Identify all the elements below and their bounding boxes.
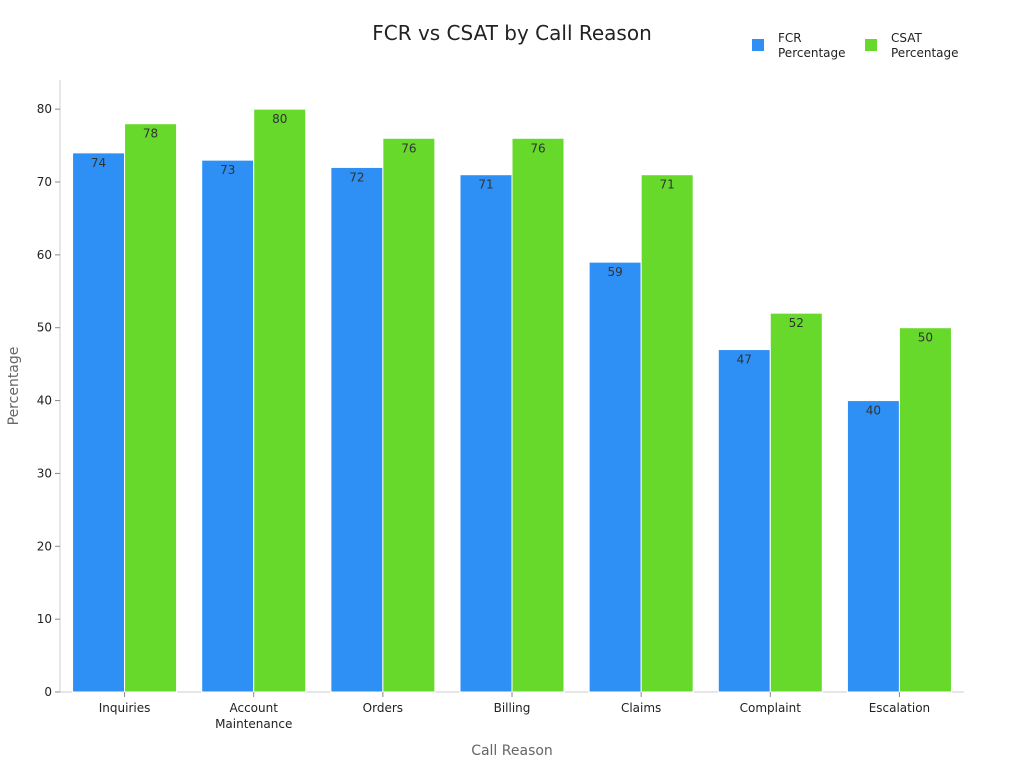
data-label: 47 bbox=[737, 353, 752, 367]
legend-label[interactable]: FCR Percentage bbox=[778, 31, 846, 60]
y-axis-title: Percentage bbox=[6, 347, 22, 426]
data-label: 80 bbox=[272, 112, 287, 126]
y-tick-label: 70 bbox=[37, 175, 52, 189]
x-axis-title: Call Reason bbox=[471, 743, 553, 759]
data-label: 59 bbox=[608, 265, 623, 279]
bar[interactable] bbox=[769, 312, 823, 693]
legend-label-line: FCR bbox=[778, 31, 802, 45]
bar[interactable] bbox=[846, 400, 900, 693]
legend-label-line: Percentage bbox=[778, 46, 846, 60]
bar[interactable] bbox=[330, 166, 384, 693]
x-tick-label-line: Claims bbox=[621, 701, 661, 715]
x-tick-label: Orders bbox=[363, 701, 403, 715]
chart-title: FCR vs CSAT by Call Reason bbox=[372, 21, 652, 45]
y-tick-label: 60 bbox=[37, 248, 52, 262]
bar[interactable] bbox=[459, 174, 513, 693]
data-label: 72 bbox=[349, 170, 364, 184]
x-tick-label-line: Inquiries bbox=[99, 701, 151, 715]
x-tick-label: Complaint bbox=[740, 701, 802, 715]
x-tick-label: Billing bbox=[494, 701, 531, 715]
x-tick-label: Inquiries bbox=[99, 701, 151, 715]
x-tick-label-line: Orders bbox=[363, 701, 403, 715]
legend-swatch[interactable] bbox=[865, 39, 877, 51]
x-tick-label: Account Maintenance bbox=[215, 701, 292, 731]
data-label: 73 bbox=[220, 163, 235, 177]
x-tick-label-line: Billing bbox=[494, 701, 531, 715]
data-label: 40 bbox=[866, 404, 881, 418]
data-label: 52 bbox=[789, 316, 804, 330]
data-label: 71 bbox=[660, 178, 675, 192]
y-tick-label: 30 bbox=[37, 466, 52, 480]
x-tick-label-line: Account bbox=[229, 701, 278, 715]
plot-area: 0 10 20 30 40 50 60 70 80 74 78 Inquiries 73 80 Accoun… bbox=[37, 80, 964, 731]
y-tick-label: 80 bbox=[37, 102, 52, 116]
y-tick-label: 50 bbox=[37, 321, 52, 335]
bar[interactable] bbox=[898, 327, 952, 693]
data-label: 71 bbox=[478, 178, 493, 192]
bar[interactable] bbox=[640, 174, 694, 693]
y-tick-label: 0 bbox=[44, 685, 52, 699]
bar[interactable] bbox=[72, 152, 126, 693]
bar[interactable] bbox=[253, 108, 307, 693]
data-label: 74 bbox=[91, 156, 106, 170]
bar[interactable] bbox=[511, 137, 565, 693]
x-tick-label-line: Complaint bbox=[740, 701, 802, 715]
data-label: 76 bbox=[530, 141, 545, 155]
legend-label-line: Percentage bbox=[891, 46, 959, 60]
x-tick-label-line: Escalation bbox=[869, 701, 930, 715]
bar[interactable] bbox=[382, 137, 436, 693]
data-label: 78 bbox=[143, 127, 158, 141]
bar[interactable] bbox=[201, 159, 255, 693]
bar[interactable] bbox=[124, 123, 178, 693]
legend-label-line: CSAT bbox=[891, 31, 922, 45]
bar[interactable] bbox=[717, 349, 771, 693]
legend-label[interactable]: CSAT Percentage bbox=[891, 31, 959, 60]
data-label: 50 bbox=[918, 331, 933, 345]
x-tick-label: Escalation bbox=[869, 701, 930, 715]
y-tick-label: 10 bbox=[37, 612, 52, 626]
y-tick-label: 20 bbox=[37, 539, 52, 553]
legend-swatch[interactable] bbox=[752, 39, 764, 51]
bar[interactable] bbox=[588, 261, 642, 693]
data-label: 76 bbox=[401, 141, 416, 155]
x-tick-label: Claims bbox=[621, 701, 661, 715]
x-tick-label-line: Maintenance bbox=[215, 717, 292, 731]
y-tick-label: 40 bbox=[37, 394, 52, 408]
